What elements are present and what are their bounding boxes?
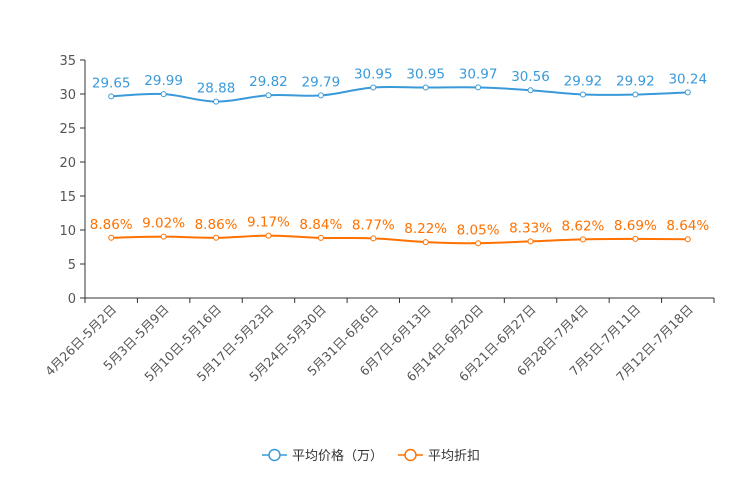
data-point — [213, 98, 220, 105]
data-label: 8.86% — [90, 217, 133, 233]
data-label: 28.88 — [197, 81, 236, 97]
data-point — [265, 92, 272, 99]
data-label: 8.33% — [509, 220, 552, 236]
series-line-1 — [111, 234, 688, 245]
data-label: 8.22% — [404, 221, 447, 237]
data-point — [632, 235, 639, 242]
data-point — [317, 234, 324, 241]
data-label: 8.62% — [562, 218, 605, 234]
data-label: 8.05% — [457, 222, 500, 238]
y-tick-label: 35 — [59, 54, 76, 69]
y-tick-label: 5 — [68, 258, 76, 273]
data-label: 9.17% — [247, 215, 290, 231]
data-label: 30.95 — [354, 67, 393, 83]
data-point — [370, 235, 377, 242]
y-tick-label: 25 — [59, 122, 76, 137]
y-tick-label: 10 — [59, 224, 76, 239]
y-tick-label: 15 — [59, 190, 76, 205]
legend-label: 平均价格（万） — [292, 448, 383, 464]
data-point — [422, 239, 429, 246]
y-tick-label: 20 — [59, 156, 76, 171]
data-label: 9.02% — [142, 216, 185, 232]
data-point — [160, 233, 167, 240]
data-point — [213, 234, 220, 241]
data-point — [579, 91, 586, 98]
data-point — [265, 232, 272, 239]
data-point — [579, 236, 586, 243]
data-label: 29.92 — [564, 74, 603, 90]
data-label: 8.77% — [352, 217, 395, 233]
data-label: 30.95 — [406, 67, 445, 83]
data-point — [160, 91, 167, 98]
data-label: 29.65 — [92, 75, 131, 91]
data-label: 30.97 — [459, 66, 498, 82]
data-point — [108, 93, 115, 100]
data-point — [475, 84, 482, 91]
data-point — [370, 84, 377, 91]
data-label: 29.99 — [144, 73, 183, 89]
data-point — [684, 89, 691, 96]
data-label: 8.84% — [299, 217, 342, 233]
data-point — [422, 84, 429, 91]
data-label: 30.56 — [511, 69, 550, 85]
legend-label: 平均折扣 — [428, 449, 480, 464]
data-label: 29.92 — [616, 74, 655, 90]
data-label: 30.24 — [668, 71, 707, 87]
y-tick-label: 30 — [59, 88, 76, 103]
y-tick-label: 0 — [68, 292, 76, 307]
legend-marker-icon — [404, 448, 417, 462]
data-label: 8.69% — [614, 218, 657, 234]
data-point — [317, 92, 324, 99]
data-point — [684, 236, 691, 243]
data-point — [527, 238, 534, 245]
data-label: 8.86% — [195, 217, 238, 233]
data-label: 29.82 — [249, 74, 288, 90]
data-label: 8.64% — [666, 218, 709, 234]
series-line-0 — [111, 85, 688, 103]
data-point — [475, 240, 482, 247]
legend-marker-icon — [268, 448, 281, 462]
data-point — [632, 91, 639, 98]
data-point — [108, 234, 115, 241]
data-point — [527, 87, 534, 94]
data-label: 29.79 — [302, 74, 341, 90]
